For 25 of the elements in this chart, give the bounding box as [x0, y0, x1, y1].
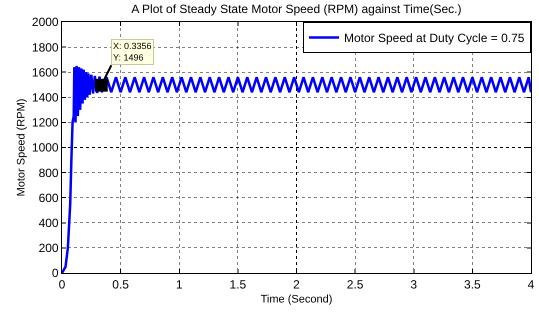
y-tick-label: 1400	[32, 90, 59, 104]
y-tick-label: 1600	[32, 65, 59, 80]
y-tick-label: 2000	[32, 15, 59, 30]
x-tick-label: 3.5	[464, 277, 482, 292]
x-axis-title: Time (Second)	[260, 294, 332, 306]
x-tick-label: 1	[176, 277, 183, 292]
y-tick-label: 1200	[32, 116, 59, 130]
y-tick-label: 800	[38, 166, 59, 180]
y-tick-label: 1800	[32, 40, 59, 54]
x-tick-label: 1.5	[230, 277, 247, 292]
x-tick-label: 3	[410, 277, 418, 292]
y-tick-label: 200	[38, 241, 59, 256]
x-tick-label: 2	[293, 277, 300, 292]
legend-label: Motor Speed at Duty Cycle = 0.75	[344, 31, 525, 46]
y-axis-title: Motor Speed (RPM)	[16, 98, 28, 196]
y-tick-label: 1000	[32, 140, 59, 155]
chart-title: A Plot of Steady State Motor Speed (RPM) against Time(Sec.)	[131, 2, 462, 16]
y-tick-label: 0	[52, 266, 59, 280]
x-tick-label: 2.5	[346, 277, 364, 292]
y-tick-label: 600	[38, 190, 59, 205]
line-series	[62, 64, 531, 273]
x-tick-label: 0.5	[112, 277, 130, 292]
annotation: X: 0.3356 Y: 1496	[113, 41, 152, 63]
x-tick-label: 4	[528, 277, 535, 292]
y-tick-label: 400	[38, 216, 59, 230]
